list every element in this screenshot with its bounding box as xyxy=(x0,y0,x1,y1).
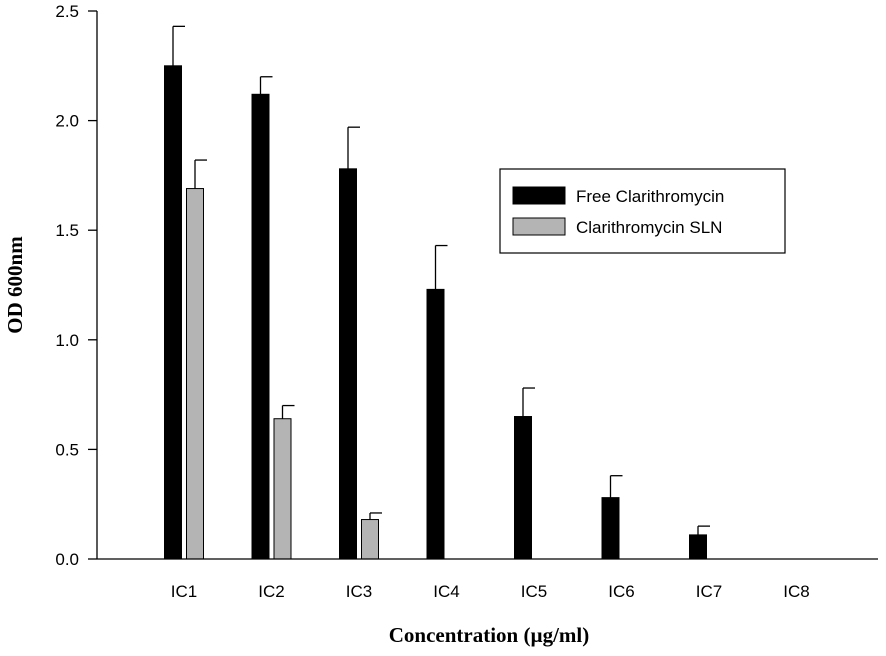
legend-label-clarithromycin-sln: Clarithromycin SLN xyxy=(576,218,722,237)
bar-clarithromycin-sln-ic2 xyxy=(273,418,292,560)
plot-area xyxy=(164,25,710,560)
x-axis-title: Concentration (µg/ml) xyxy=(389,623,589,647)
y-tick-label: 2.0 xyxy=(55,112,79,131)
x-tick-label: IC2 xyxy=(258,582,284,601)
x-tick-label: IC6 xyxy=(608,582,634,601)
x-tick-label: IC7 xyxy=(696,582,722,601)
y-tick-label: 2.5 xyxy=(55,2,79,21)
bar-free-clarithromycin-ic4 xyxy=(426,288,445,560)
legend-label-free-clarithromycin: Free Clarithromycin xyxy=(576,187,724,206)
legend-frame xyxy=(499,168,786,254)
bar-free-clarithromycin-ic5 xyxy=(514,416,532,560)
legend-swatch-free-clarithromycin xyxy=(512,186,566,205)
x-tick-label: IC5 xyxy=(521,582,547,601)
y-tick-label: 0.5 xyxy=(55,440,79,459)
y-tick-label: 1.0 xyxy=(55,331,79,350)
x-tick-label: IC3 xyxy=(346,582,372,601)
x-tick-label: IC1 xyxy=(171,582,197,601)
y-axis-title: OD 600nm xyxy=(3,236,27,334)
legend-swatch-clarithromycin-sln xyxy=(512,217,566,236)
bar-free-clarithromycin-ic6 xyxy=(601,497,620,560)
x-tick-label: IC8 xyxy=(783,582,809,601)
legend: Free Clarithromycin Clarithromycin SLN xyxy=(499,168,786,254)
bar-free-clarithromycin-ic7 xyxy=(689,534,707,560)
bar-free-clarithromycin-ic1 xyxy=(164,65,182,560)
axes: 0.0 0.5 1.0 1.5 2.0 2.5 IC1 IC2 IC3 IC4 IC5 IC6 IC7 I… xyxy=(55,2,878,601)
bar-clarithromycin-sln-ic1 xyxy=(186,188,204,560)
x-tick-label: IC4 xyxy=(433,582,459,601)
bar-clarithromycin-sln-ic3 xyxy=(361,519,379,560)
y-tick-label: 1.5 xyxy=(55,221,79,240)
bar-free-clarithromycin-ic2 xyxy=(251,93,270,560)
bar-free-clarithromycin-ic3 xyxy=(339,168,357,560)
y-tick-label: 0.0 xyxy=(55,550,79,569)
